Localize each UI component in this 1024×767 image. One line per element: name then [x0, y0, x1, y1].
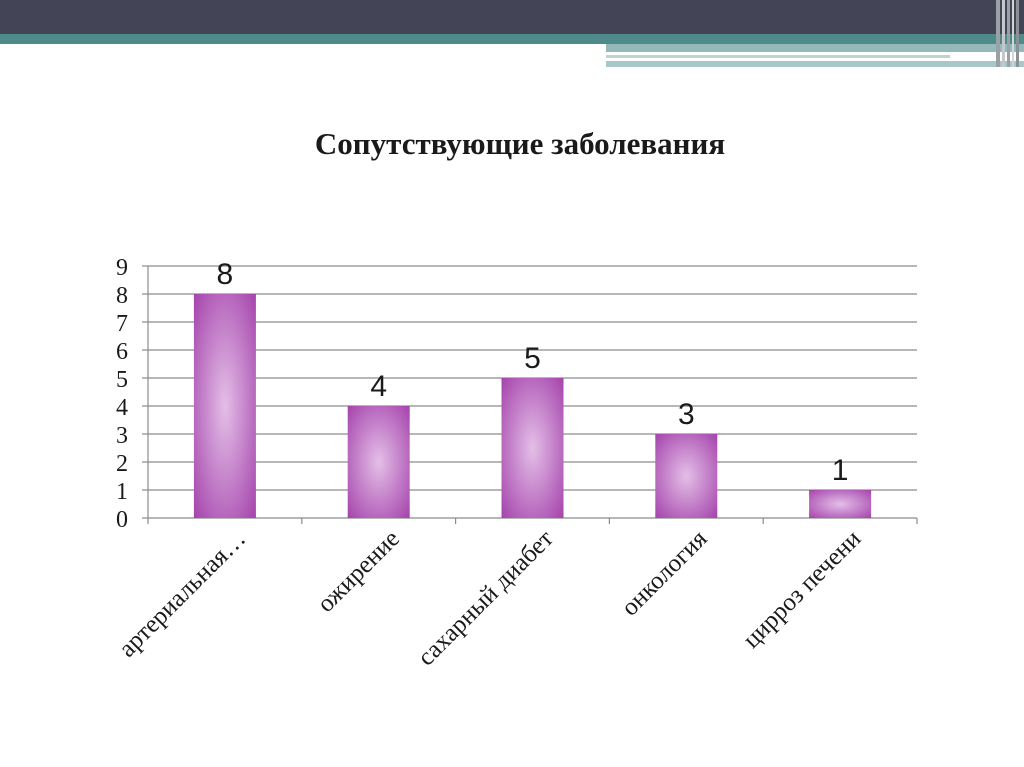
- bar: [655, 434, 718, 518]
- y-tick-label: 6: [116, 339, 128, 365]
- category-label: ожирение: [312, 525, 405, 618]
- header-accent-stripe: [606, 44, 1024, 52]
- header-corner-stripes: [996, 0, 1019, 67]
- bar: [501, 378, 564, 518]
- category-label: сахарный диабет: [413, 525, 559, 671]
- data-label: 1: [832, 454, 849, 487]
- header-accent-stripe: [606, 61, 1024, 67]
- category-label: артериальная…: [114, 525, 251, 662]
- y-tick-label: 8: [116, 283, 128, 309]
- y-tick-label: 2: [116, 451, 128, 477]
- y-tick-label: 4: [116, 395, 128, 421]
- category-label: онкология: [616, 525, 713, 622]
- chart-title: Сопутствующие заболевания: [314, 126, 726, 161]
- y-tick-label: 7: [116, 311, 128, 337]
- data-label: 3: [678, 398, 695, 431]
- header-bar: [0, 0, 1024, 34]
- y-tick-label: 5: [116, 367, 128, 393]
- bar: [193, 294, 256, 518]
- y-tick-label: 0: [116, 507, 128, 533]
- y-tick-label: 3: [116, 423, 128, 449]
- y-tick-label: 1: [116, 479, 128, 505]
- data-label: 8: [217, 258, 234, 291]
- bar: [347, 406, 410, 518]
- data-label: 4: [370, 370, 387, 403]
- header-accent-stripe: [606, 55, 950, 58]
- header-accent-band: [0, 34, 1024, 44]
- category-label: цирроз печени: [738, 525, 866, 653]
- bar: [809, 490, 872, 518]
- data-label: 5: [524, 342, 541, 375]
- y-tick-label: 9: [116, 255, 128, 281]
